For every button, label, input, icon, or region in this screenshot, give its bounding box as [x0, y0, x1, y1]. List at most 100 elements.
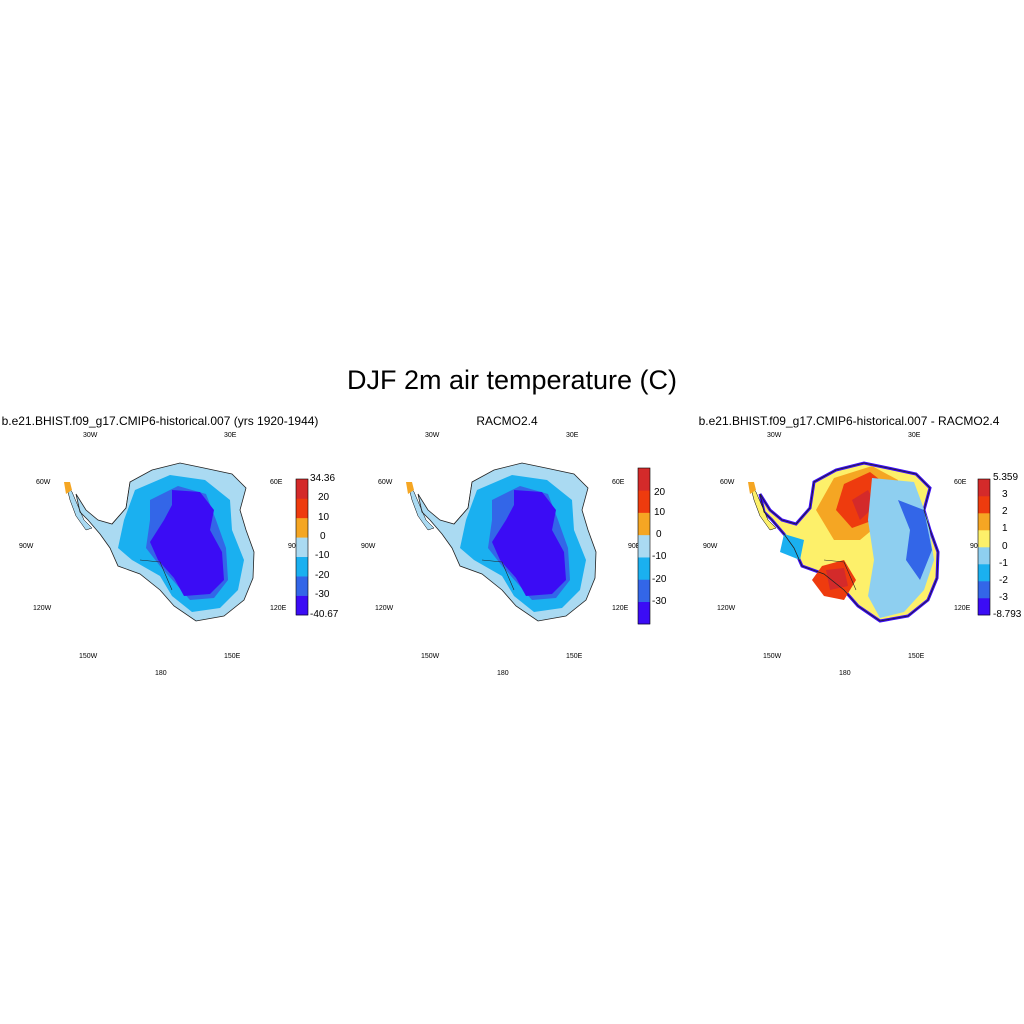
lon-label-30e: 30E: [908, 432, 921, 439]
region-minus2-to-minus3: [898, 500, 932, 580]
lon-label-180: 180: [839, 670, 851, 677]
colorbar-swatch: [978, 530, 990, 548]
colorbar-swatch: [296, 576, 308, 596]
colorbar: [295, 478, 309, 616]
colorbar-swatch: [978, 564, 990, 582]
antarctica-map: [64, 462, 255, 622]
colorbar-label: 34.36: [310, 473, 336, 484]
colorbar-label: 0: [320, 531, 326, 542]
colorbar-swatch: [296, 479, 308, 499]
lon-label-150e: 150E: [224, 653, 241, 660]
lon-label-180: 180: [497, 670, 509, 677]
colorbar-label: 20: [318, 492, 330, 503]
panel-title: b.e21.BHIST.f09_g17.CMIP6-historical.007…: [1, 414, 319, 428]
colorbar-frame: [977, 478, 991, 616]
lon-label-30w: 30W: [425, 432, 440, 439]
lon-label-180: 180: [155, 670, 167, 677]
colorbar-label: -1: [999, 558, 1008, 569]
lon-label-90w: 90W: [361, 543, 376, 550]
colorbar-swatch: [978, 479, 990, 497]
peninsula-tip: [406, 482, 414, 494]
colorbar-swatch: [296, 517, 308, 538]
colorbar-label: 20: [654, 487, 666, 498]
panel-title: RACMO2.4: [476, 414, 538, 428]
region-minus1-to-minus2: [780, 534, 804, 560]
colorbar-frame: [295, 478, 309, 616]
peninsula-tip: [64, 482, 72, 494]
colorbar-label: -10: [652, 551, 667, 562]
colorbar-label: 3: [1002, 489, 1008, 500]
lon-label-60w: 60W: [378, 479, 393, 486]
colorbar-frame: [637, 467, 651, 625]
colorbar-label: -30: [652, 596, 667, 607]
colorbar-label: -3: [999, 592, 1008, 603]
colorbar-label: 1: [1002, 523, 1008, 534]
colorbar-label: 10: [654, 507, 666, 518]
lon-label-30w: 30W: [83, 432, 98, 439]
lon-label-90e: 90E: [288, 543, 301, 550]
colorbar-label: -10: [315, 550, 330, 561]
ice-shelf-line: [823, 559, 857, 591]
coastline: [417, 462, 597, 622]
antarctica-map: [406, 462, 597, 622]
lon-label-120w: 120W: [375, 605, 394, 612]
colorbar-label: 5.359: [993, 472, 1019, 483]
colorbar-swatch: [978, 547, 990, 565]
lon-label-150w: 150W: [421, 653, 440, 660]
colorbar-label: 10: [318, 512, 330, 523]
colorbar-swatch: [296, 537, 308, 558]
lon-label-30e: 30E: [566, 432, 579, 439]
colorbar-swatch: [638, 490, 650, 513]
lon-label-30w: 30W: [767, 432, 782, 439]
colorbar-label: -40.67: [310, 609, 339, 620]
colorbar-label: -20: [652, 574, 667, 585]
figure-title: DJF 2m air temperature (C): [346, 365, 678, 395]
colorbar-swatch: [638, 557, 650, 580]
lon-label-90e: 90E: [628, 543, 641, 550]
colorbar-swatch: [638, 512, 650, 536]
panel-difference: b.e21.BHIST.f09_g17.CMIP6-historical.007…: [684, 408, 1024, 688]
lon-label-60w: 60W: [36, 479, 51, 486]
lon-label-60e: 60E: [270, 479, 283, 486]
colorbar-swatch: [638, 468, 650, 491]
coastline: [75, 462, 255, 622]
lon-label-90w: 90W: [703, 543, 718, 550]
lon-label-150e: 150E: [566, 653, 583, 660]
colorbar-swatch: [296, 498, 308, 519]
lon-label-60e: 60E: [612, 479, 625, 486]
colorbar: [637, 467, 651, 625]
peninsula: [749, 483, 777, 531]
colorbar-swatch: [296, 556, 308, 577]
lon-label-60e: 60E: [954, 479, 967, 486]
peninsula: [407, 483, 435, 531]
colorbar-swatch: [638, 579, 650, 603]
colorbar-swatch: [638, 534, 650, 558]
colorbar-swatch: [638, 601, 650, 625]
lon-label-120e: 120E: [612, 605, 629, 612]
colorbar-swatch: [296, 595, 308, 616]
lon-label-60w: 60W: [720, 479, 735, 486]
ice-shelf-line: [111, 481, 131, 525]
antarctica-map: [748, 461, 940, 623]
lon-label-150w: 150W: [763, 653, 782, 660]
panel-racmo: RACMO2.4 30W 30E 60W 60E 90W 90E 120W 12…: [342, 408, 682, 688]
lon-label-120w: 120W: [717, 605, 736, 612]
peninsula: [65, 483, 93, 531]
lon-label-90w: 90W: [19, 543, 34, 550]
lon-label-120w: 120W: [33, 605, 52, 612]
ice-shelf-line: [139, 559, 173, 591]
lon-label-90e: 90E: [970, 543, 983, 550]
colorbar-label: 0: [656, 529, 662, 540]
colorbar-swatch: [978, 598, 990, 616]
colorbar-label: -30: [315, 589, 330, 600]
colorbar-label: 2: [1002, 506, 1008, 517]
colorbar: [977, 478, 991, 616]
panel-cesm: b.e21.BHIST.f09_g17.CMIP6-historical.007…: [0, 408, 340, 688]
ice-shelf-line: [795, 481, 815, 525]
lon-label-30e: 30E: [224, 432, 237, 439]
lon-label-120e: 120E: [954, 605, 971, 612]
region-below-minus30: [492, 490, 566, 596]
colorbar-swatch: [978, 496, 990, 514]
colorbar-label: 0: [1002, 541, 1008, 552]
region-above-three: [826, 568, 848, 590]
